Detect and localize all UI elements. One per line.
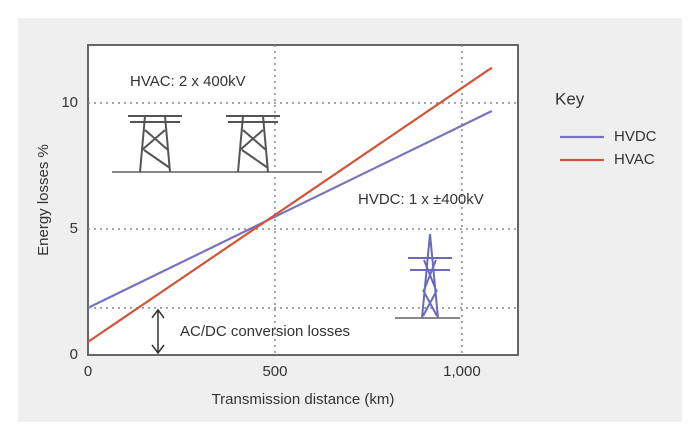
plot-area	[87, 44, 519, 356]
x-tick-label: 500	[262, 363, 287, 380]
series-line	[87, 110, 493, 309]
y-tick-label: 0	[70, 346, 78, 363]
legend-label: HVDC	[614, 128, 657, 145]
hvac-towers	[112, 115, 322, 173]
x-tick-label: 1,000	[443, 363, 481, 380]
x-axis-label: Transmission distance (km)	[212, 391, 395, 408]
annotation: AC/DC conversion losses	[180, 323, 350, 340]
hvdc-tower	[395, 233, 460, 319]
y-axis-label: Energy losses %	[35, 144, 52, 256]
plot	[87, 45, 518, 355]
y-tick-label: 5	[70, 220, 78, 237]
x-tick-label: 0	[84, 363, 92, 380]
annotation: HVAC: 2 x 400kV	[130, 73, 246, 90]
loss-arrow	[151, 308, 165, 355]
y-tick-label: 10	[61, 94, 78, 111]
legend-title: Key	[555, 89, 585, 108]
annotation: HVDC: 1 x ±400kV	[358, 191, 484, 208]
legend-label: HVAC	[614, 151, 655, 168]
series-line	[87, 66, 493, 343]
